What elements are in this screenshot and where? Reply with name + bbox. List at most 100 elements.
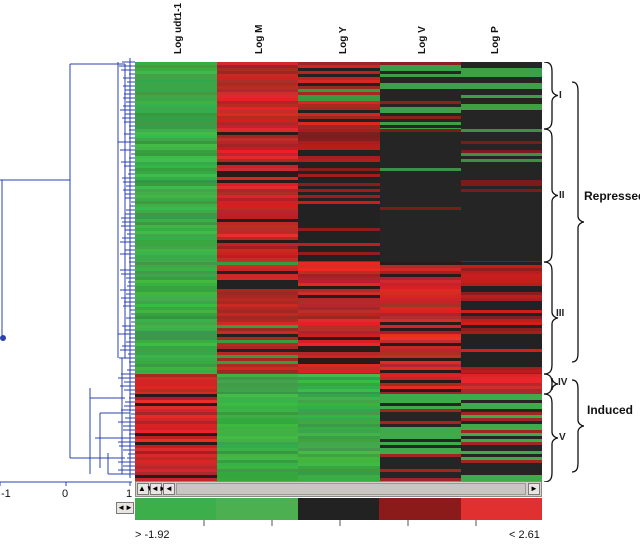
heatmap-cell xyxy=(461,295,542,298)
heatmap-cell xyxy=(217,472,298,475)
heatmap-cell xyxy=(461,274,542,277)
heatmap-cell xyxy=(135,331,217,334)
heatmap-cell xyxy=(461,319,542,322)
heatmap-cell xyxy=(217,129,298,132)
heatmap-cell xyxy=(298,460,380,463)
scroll-right-button[interactable]: ► xyxy=(528,483,540,495)
heatmap-cell xyxy=(217,445,298,448)
heatmap-cell xyxy=(380,255,461,258)
heatmap-cell xyxy=(217,343,298,346)
heatmap-cell xyxy=(217,415,298,418)
heatmap-cell xyxy=(380,328,461,331)
heatmap-cell xyxy=(135,370,217,373)
heatmap-cell xyxy=(217,397,298,400)
column-label-p: Log P xyxy=(490,26,501,54)
heatmap-cell xyxy=(461,125,542,128)
heatmap-cell xyxy=(217,110,298,113)
scroll-thumb[interactable] xyxy=(176,483,526,495)
heatmap-cell xyxy=(461,397,542,400)
zoom-vertical-button[interactable]: ▲▼ xyxy=(137,483,154,495)
heatmap-cell xyxy=(298,195,380,198)
heatmap-cell xyxy=(461,116,542,119)
heatmap-cell xyxy=(135,101,217,104)
heatmap-cell xyxy=(298,436,380,439)
heatmap-cell xyxy=(298,113,380,116)
heatmap-cell xyxy=(461,457,542,460)
heatmap-cell xyxy=(461,292,542,295)
heatmap-cell xyxy=(135,364,217,367)
heatmap-cell xyxy=(135,430,217,433)
heatmap-cell xyxy=(217,77,298,80)
heatmap-cell xyxy=(217,475,298,478)
heatmap-cell xyxy=(380,249,461,252)
heatmap-cell xyxy=(298,295,380,298)
heatmap-cell xyxy=(298,361,380,364)
heatmap-cell xyxy=(135,77,217,80)
heatmap-cell xyxy=(135,68,217,71)
scroll-left-button[interactable]: ◄ xyxy=(163,483,175,495)
heatmap-cell xyxy=(298,383,380,386)
heatmap-cell xyxy=(217,201,298,204)
heatmap-cell xyxy=(135,319,217,322)
heatmap-cell xyxy=(135,125,217,128)
heatmap-cell xyxy=(380,198,461,201)
cluster-bracket xyxy=(571,379,585,473)
heatmap-cell xyxy=(217,316,298,319)
heatmap-cell xyxy=(380,334,461,337)
heatmap-cell xyxy=(217,265,298,268)
heatmap-cell xyxy=(298,427,380,430)
heatmap-cell xyxy=(298,156,380,159)
heatmap-cell xyxy=(217,162,298,165)
heatmap-cell xyxy=(217,177,298,180)
dendrogram-resize-button[interactable]: ◄► xyxy=(116,502,134,514)
heatmap-cell xyxy=(380,162,461,165)
heatmap-cell xyxy=(135,243,217,246)
dendrogram-tick-neg1: -1 xyxy=(1,488,11,500)
heatmap-cell xyxy=(461,207,542,210)
heatmap-cell xyxy=(461,71,542,74)
heatmap-cell xyxy=(461,325,542,328)
heatmap-cell xyxy=(135,427,217,430)
heatmap-cell xyxy=(298,283,380,286)
heatmap-cell xyxy=(461,165,542,168)
heatmap-cell xyxy=(298,433,380,436)
heatmap-cell xyxy=(380,472,461,475)
heatmap-cell xyxy=(217,271,298,274)
heatmap-cell xyxy=(461,141,542,144)
heatmap-cell xyxy=(217,283,298,286)
horizontal-scrollbar[interactable]: ▲▼ ◄► ◄ ► xyxy=(135,481,542,497)
heatmap-cell xyxy=(217,62,298,65)
heatmap-cell xyxy=(135,463,217,466)
heatmap-cell xyxy=(380,104,461,107)
heatmap-cell xyxy=(380,430,461,433)
heatmap-cell xyxy=(217,478,298,481)
heatmap-cell xyxy=(135,478,217,481)
heatmap-cell xyxy=(135,122,217,125)
heatmap-cell xyxy=(217,313,298,316)
heatmap-cell xyxy=(135,129,217,132)
heatmap-cell xyxy=(135,415,217,418)
heatmap-cell xyxy=(298,168,380,171)
heatmap-cell xyxy=(135,135,217,138)
heatmap-cell xyxy=(135,295,217,298)
heatmap-cell xyxy=(380,86,461,89)
heatmap-cell xyxy=(298,110,380,113)
heatmap-cell xyxy=(461,383,542,386)
heatmap-cell xyxy=(380,98,461,101)
heatmap-cell xyxy=(461,240,542,243)
heatmap-cell xyxy=(217,268,298,271)
heatmap-cell xyxy=(380,346,461,349)
heatmap-cell xyxy=(380,89,461,92)
heatmap-cell xyxy=(135,394,217,397)
heatmap-cell xyxy=(135,119,217,122)
zoom-horizontal-button[interactable]: ◄► xyxy=(150,483,167,495)
heatmap-cell xyxy=(380,183,461,186)
heatmap-cell xyxy=(380,216,461,219)
heatmap-cell xyxy=(135,153,217,156)
heatmap-cell xyxy=(135,113,217,116)
heatmap-cell xyxy=(298,128,380,129)
heatmap-cell xyxy=(298,412,380,415)
heatmap-cell xyxy=(217,243,298,246)
heatmap-cell xyxy=(298,280,380,283)
heatmap-cell xyxy=(298,95,380,98)
